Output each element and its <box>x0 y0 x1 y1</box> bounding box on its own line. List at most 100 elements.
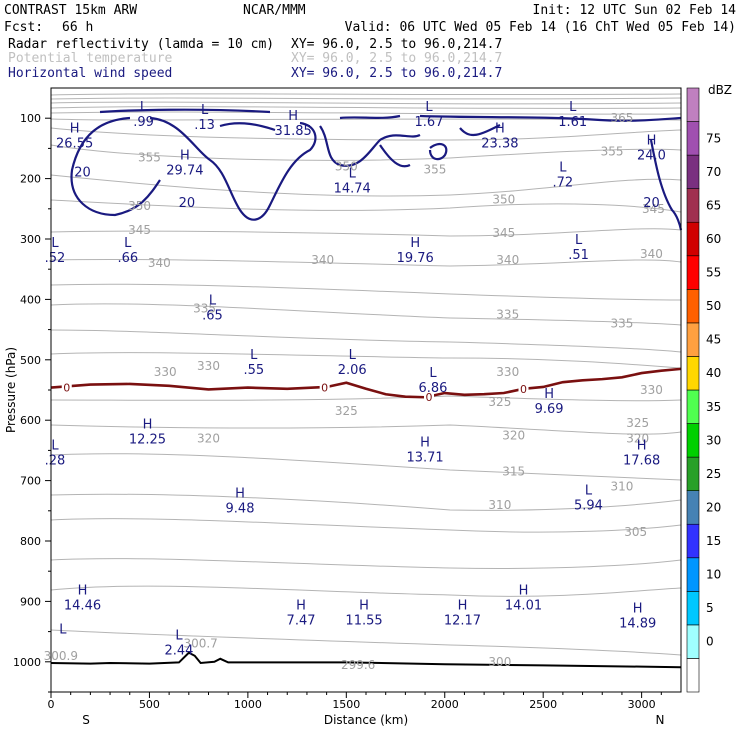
wind-extremum-value: 24.0 <box>637 148 666 163</box>
wind-extremum-value: 9.69 <box>535 402 564 417</box>
y-tick-label: 500 <box>20 354 41 367</box>
colorbar-level-label: 30 <box>706 433 721 447</box>
colorbar-level-label: 25 <box>706 467 721 481</box>
theta-contour-label: 300.9 <box>44 649 78 663</box>
header-fcst-value: 66 h <box>62 20 93 35</box>
x-tick-label: 0 <box>48 698 55 711</box>
colorbar-swatch <box>686 154 700 189</box>
theta-contour-label: 310 <box>610 480 633 494</box>
wind-extremum-marker: L <box>349 348 357 363</box>
theta-contour-label: 350 <box>335 160 358 174</box>
terrain-surface-line <box>50 651 682 669</box>
wind-extremum-marker: L <box>250 348 258 363</box>
theta-contour-label: 315 <box>502 465 525 479</box>
y-tick-label: 900 <box>20 595 41 608</box>
colorbar-swatch <box>686 423 700 458</box>
wind-extremum-marker: H <box>647 133 657 148</box>
theta-contour-label: 350 <box>128 199 151 213</box>
y-tick-label: 100 <box>20 112 41 125</box>
theta-contour-label: 355 <box>138 150 161 164</box>
y-tick-label: 300 <box>20 233 41 246</box>
colorbar-swatch <box>686 356 700 391</box>
colorbar-swatch <box>686 591 700 626</box>
wind-extremum-marker: L <box>209 293 217 308</box>
theta-contour-label: 299.6 <box>341 658 375 672</box>
colorbar-swatch <box>686 389 700 424</box>
theta-contour-label: 335 <box>496 308 519 322</box>
wind-extremum-value: 23.38 <box>481 136 518 151</box>
wind-extremum-value: 12.17 <box>444 613 481 628</box>
theta-contour-label: 320 <box>502 428 525 442</box>
colorbar-level-label: 10 <box>706 568 721 582</box>
plot-area: 0 0 0 0 365 355 355 355 350 350 350 345 345 345 340 34… <box>44 87 683 693</box>
header-init: Init: 12 UTC Sun 02 Feb 14 <box>533 3 737 18</box>
wind-extremum-marker: H <box>458 598 468 613</box>
wind-extremum-value: .65 <box>202 308 223 323</box>
wind-extremum-marker: H <box>70 121 80 136</box>
theta-contour-label: 340 <box>311 253 334 267</box>
x-end-right: N <box>656 713 665 727</box>
y-axis: 100 200 300 400 500 600 700 800 900 1000 <box>13 112 51 693</box>
reflectivity-label-bg <box>518 382 529 395</box>
reflectivity-contour-labels: 0 0 0 0 <box>61 381 529 404</box>
colorbar: 0 5 10 15 20 25 30 35 40 45 50 55 60 65 70 75 <box>686 87 721 693</box>
colorbar-swatch <box>686 121 700 156</box>
wind-extremum-marker: L <box>569 100 577 115</box>
colorbar-level-label: 70 <box>706 165 721 179</box>
wind-extremum-value: 7.47 <box>287 613 316 628</box>
theta-contour-label: 340 <box>496 253 519 267</box>
wind-extremum-value: .72 <box>553 176 574 191</box>
theta-contour-label: 330 <box>496 365 519 379</box>
colorbar-swatch <box>686 221 700 257</box>
header-valid: Valid: 06 UTC Wed 05 Feb 14 (16 ChT Wed … <box>345 20 736 35</box>
wind-extremum-marker: L <box>429 366 437 381</box>
wind-extremum-marker: L <box>575 233 583 248</box>
wind-extremum-marker: H <box>235 487 245 502</box>
wind-extremum-marker: L <box>559 161 567 176</box>
x-tick-label: 3000 <box>628 698 656 711</box>
theta-contour-label: 325 <box>488 395 511 409</box>
wind-extremum-marker: H <box>637 438 647 453</box>
colorbar-swatch <box>686 87 700 122</box>
theta-contour-label: 320 <box>626 431 649 445</box>
theta-contour-label: 300.7 <box>183 637 217 651</box>
header-org: NCAR/MMM <box>243 3 306 18</box>
colorbar-level-label: 0 <box>706 635 714 649</box>
wind-extremum-value: 6.86 <box>418 381 447 396</box>
wind-extremum-value: 26.55 <box>56 136 93 151</box>
reflectivity-0dbz-contour <box>50 367 682 399</box>
wind-extremum-value: 31.85 <box>275 124 312 139</box>
colorbar-swatch <box>686 624 700 659</box>
colorbar-unit: dBZ <box>708 83 732 97</box>
theta-contour-label: 330 <box>197 359 220 373</box>
colorbar-level-label: 5 <box>706 601 714 615</box>
theta-contour-label: 365 <box>610 111 633 125</box>
wind-extremum-marker: L <box>51 236 59 251</box>
wind-extremum-marker: H <box>633 602 643 617</box>
y-tick-label: 600 <box>20 414 41 427</box>
y-axis-label: Pressure (hPa) <box>4 347 18 433</box>
colorbar-swatch <box>686 322 700 357</box>
wind-extremum-value: .66 <box>117 251 138 266</box>
wind-extremum-marker: H <box>495 121 505 136</box>
colorbar-level-label: 65 <box>706 198 721 212</box>
theta-contour-label: 345 <box>128 223 151 237</box>
wind-extremum-marker: H <box>544 387 554 402</box>
reflectivity-label-bg <box>319 381 330 394</box>
colorbar-level-label: 40 <box>706 366 721 380</box>
reflectivity-contour-label: 0 <box>520 383 527 396</box>
wind-extremum-marker: H <box>288 109 298 124</box>
wind-extremum-marker: H <box>180 149 190 164</box>
theta-contour-label: 325 <box>335 404 358 418</box>
wind-extremum-marker: H <box>359 598 369 613</box>
wind-extremum-value: 5.94 <box>574 499 603 514</box>
wind-extremum-marker: H <box>410 236 420 251</box>
wind-extremum-value: .55 <box>243 363 264 378</box>
theta-contour-label: 310 <box>488 498 511 512</box>
y-tick-label: 700 <box>20 475 41 488</box>
wind-contour-values: 20 20 20 <box>74 166 660 211</box>
field-wind: Horizontal wind speed <box>8 66 172 81</box>
y-tick-label: 1000 <box>13 656 41 669</box>
y-tick-label: 800 <box>20 535 41 548</box>
